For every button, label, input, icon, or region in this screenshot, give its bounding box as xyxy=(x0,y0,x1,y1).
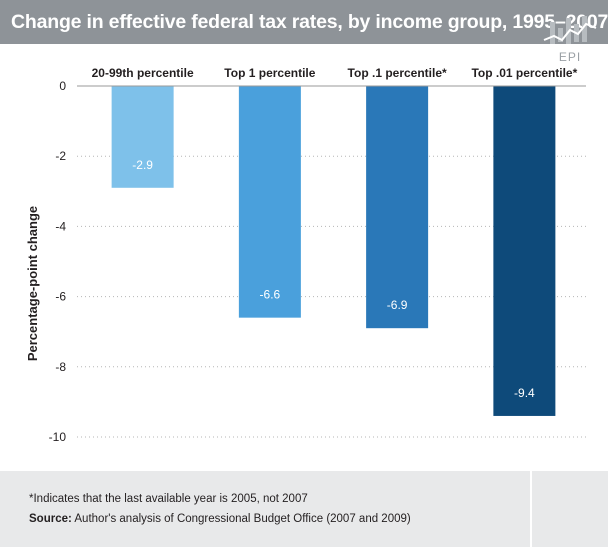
source-text: Author's analysis of Congressional Budge… xyxy=(71,513,411,525)
y-tick-label: 0 xyxy=(59,79,66,93)
bar-value-label: -6.6 xyxy=(260,288,281,302)
logo-text: EPI xyxy=(558,50,582,64)
chart-header: Change in effective federal tax rates, b… xyxy=(0,0,608,44)
y-tick-label: -10 xyxy=(49,430,67,444)
source-label: Source: xyxy=(29,513,72,525)
bar xyxy=(493,86,556,416)
bar-value-label: -6.9 xyxy=(387,298,408,312)
chart-title: Change in effective federal tax rates, b… xyxy=(11,11,608,33)
category-label: Top 1 percentile xyxy=(224,66,315,80)
epi-logo: EPI xyxy=(540,14,600,70)
y-axis-ticks: 0 -2 -4 -6 -8 -10 xyxy=(49,79,67,444)
bar xyxy=(111,86,174,188)
bar-value-label: -9.4 xyxy=(514,386,535,400)
bars: -2.9 -6.6 -6.9 -9.4 xyxy=(111,86,556,416)
y-axis-label: Percentage-point change xyxy=(25,206,40,361)
bar xyxy=(366,86,429,329)
footer: *Indicates that the last available year … xyxy=(0,471,608,547)
footer-divider xyxy=(530,471,532,547)
source-line: Source: Author's analysis of Congression… xyxy=(29,513,411,525)
footnote: *Indicates that the last available year … xyxy=(29,493,308,505)
y-tick-label: -6 xyxy=(55,290,66,304)
bar-value-label: -2.9 xyxy=(132,158,153,172)
category-label: 20-99th percentile xyxy=(92,66,194,80)
y-tick-label: -2 xyxy=(55,149,66,163)
epi-bar-logo-icon xyxy=(543,16,597,44)
y-tick-label: -4 xyxy=(55,219,66,233)
bar-chart: 0 -2 -4 -6 -8 -10 -2.9 -6.6 -6.9 -9.4 20-99th pe… xyxy=(25,66,586,444)
category-label: Top .01 percentile* xyxy=(471,66,577,80)
bar xyxy=(238,86,301,318)
y-tick-label: -8 xyxy=(55,360,66,374)
category-label: Top .1 percentile* xyxy=(348,66,447,80)
category-labels: 20-99th percentile Top 1 percentile Top .1… xyxy=(92,66,578,80)
